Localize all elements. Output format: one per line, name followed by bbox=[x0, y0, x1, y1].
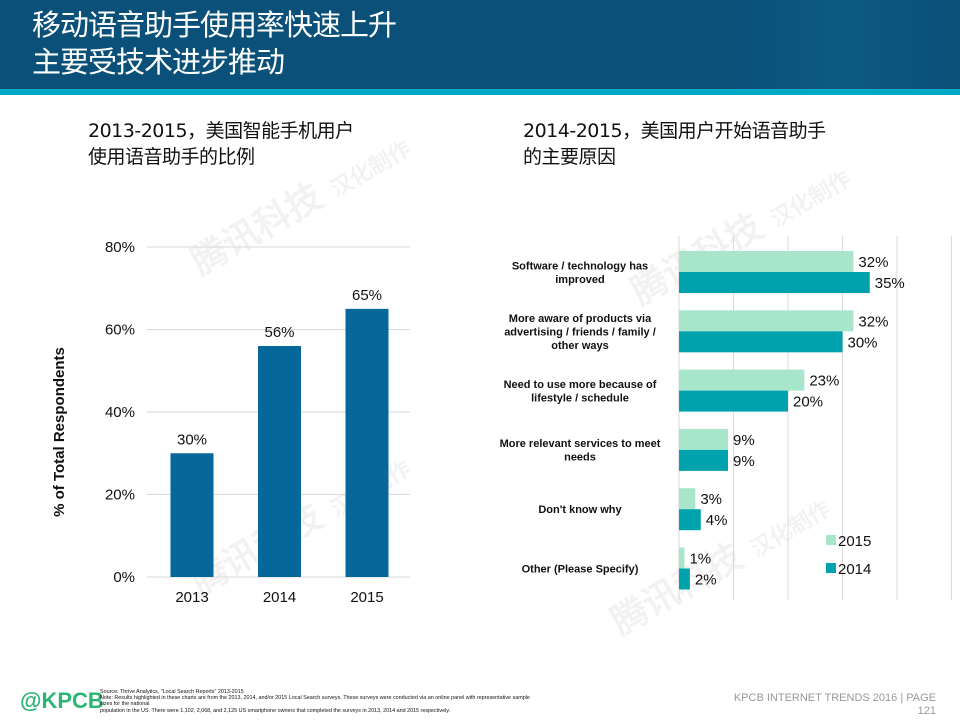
data-label: 32% bbox=[858, 313, 888, 330]
header-accent-strip bbox=[0, 89, 960, 95]
left-subtitle-line1: 2013-2015，美国智能手机用户 bbox=[88, 120, 354, 142]
right-chart-subtitle: 2014-2015，美国用户开始语音助手 的主要原因 bbox=[523, 118, 883, 170]
category-label-line: other ways bbox=[551, 340, 608, 352]
page-title-line1: 移动语音助手使用率快速上升 bbox=[32, 8, 397, 42]
bar-2015 bbox=[679, 488, 696, 510]
left-chart-subtitle: 2013-2015，美国智能手机用户 使用语音助手的比例 bbox=[88, 118, 418, 170]
category-label-line: needs bbox=[564, 452, 596, 464]
footer-source-note: Source: Thrive Analytics, "Local Search … bbox=[100, 689, 540, 714]
category-label: Don't know why bbox=[538, 504, 622, 516]
data-label: 9% bbox=[733, 432, 755, 449]
horizontal-bar-chart: 32% 35% Software / technology has improved 3… bbox=[500, 236, 952, 600]
y-tick-label: 0% bbox=[113, 569, 135, 586]
page-footer: KPCB INTERNET TRENDS 2016 | PAGE 121 bbox=[734, 692, 936, 718]
bar-2014 bbox=[679, 449, 729, 471]
legend-swatch-2015 bbox=[826, 535, 836, 545]
bar-2014 bbox=[679, 509, 701, 531]
data-label: 35% bbox=[875, 275, 905, 292]
data-label: 2% bbox=[695, 572, 717, 589]
legend-swatch-2014 bbox=[826, 563, 836, 573]
bar-2015 bbox=[679, 369, 805, 391]
vertical-bar-chart: 0% 20% 40% 60% 80% % of Total Respondents 30% 2… bbox=[51, 239, 410, 606]
source-text: Source: Thrive Analytics, "Local Search … bbox=[100, 689, 244, 695]
data-label: 30% bbox=[177, 431, 207, 448]
category-label-line: More aware of products via bbox=[509, 313, 652, 325]
data-label: 32% bbox=[858, 254, 888, 271]
note-text-line2: population in the US. There were 1,102, … bbox=[100, 707, 451, 714]
data-label: 65% bbox=[352, 287, 382, 304]
bar-2015 bbox=[679, 547, 685, 569]
bar-2015 bbox=[345, 308, 389, 577]
y-tick-label: 20% bbox=[105, 487, 135, 504]
bar-2014 bbox=[679, 331, 843, 353]
kpcb-logo: @KPCB bbox=[20, 688, 104, 713]
category-label-line: Software / technology has bbox=[512, 260, 648, 272]
data-label: 1% bbox=[689, 551, 711, 568]
data-label: 20% bbox=[793, 394, 823, 411]
page-title-line2: 主要受技术进步推动 bbox=[32, 45, 285, 79]
bar-2014 bbox=[258, 346, 301, 577]
category-label: More aware of products via advertising / … bbox=[504, 313, 656, 352]
data-label: 3% bbox=[700, 491, 722, 508]
category-label: More relevant services to meet needs bbox=[500, 438, 661, 464]
legend-label-2014: 2014 bbox=[838, 561, 871, 578]
bar-2015 bbox=[679, 251, 854, 272]
note-text-line1: Note: Results highlighted in these chart… bbox=[100, 695, 530, 708]
bar-2013 bbox=[170, 453, 214, 577]
x-tick-label: 2013 bbox=[175, 589, 208, 606]
left-subtitle-line2: 使用语音助手的比例 bbox=[88, 146, 255, 168]
bar-2014 bbox=[679, 272, 870, 293]
data-label: 23% bbox=[809, 373, 839, 390]
x-tick-label: 2014 bbox=[263, 589, 296, 606]
y-tick-label: 40% bbox=[105, 404, 135, 421]
y-tick-label: 60% bbox=[105, 322, 135, 339]
y-axis-label: % of Total Respondents bbox=[51, 347, 68, 517]
category-label-line: Other (Please Specify) bbox=[522, 564, 639, 576]
bar-2015 bbox=[679, 310, 854, 332]
bar-2014 bbox=[679, 568, 690, 590]
category-label: Software / technology has improved bbox=[512, 260, 648, 286]
category-label: Need to use more because of lifestyle / s… bbox=[504, 379, 657, 405]
data-label: 9% bbox=[733, 453, 755, 470]
category-label-line: Don't know why bbox=[538, 504, 622, 516]
right-subtitle-line2: 的主要原因 bbox=[523, 146, 616, 168]
data-label: 56% bbox=[264, 324, 294, 341]
legend-label-2015: 2015 bbox=[838, 533, 871, 550]
category-label-line: More relevant services to meet bbox=[500, 438, 661, 450]
header-bar bbox=[0, 0, 960, 89]
bar-2014 bbox=[679, 390, 788, 412]
x-tick-label: 2015 bbox=[350, 589, 383, 606]
category-label-line: improved bbox=[555, 274, 605, 286]
bar-2015 bbox=[679, 428, 729, 450]
category-label-line: advertising / friends / family / bbox=[504, 326, 656, 338]
y-tick-label: 80% bbox=[105, 239, 135, 256]
category-label: Other (Please Specify) bbox=[522, 564, 639, 576]
category-label-line: lifestyle / schedule bbox=[531, 392, 629, 404]
data-label: 30% bbox=[848, 334, 878, 351]
right-subtitle-line1: 2014-2015，美国用户开始语音助手 bbox=[523, 120, 826, 142]
report-name: KPCB INTERNET TRENDS 2016 | PAGE bbox=[733, 692, 936, 704]
data-label: 4% bbox=[706, 512, 728, 529]
page-number: 121 bbox=[917, 705, 936, 717]
category-label-line: Need to use more because of bbox=[504, 379, 657, 391]
